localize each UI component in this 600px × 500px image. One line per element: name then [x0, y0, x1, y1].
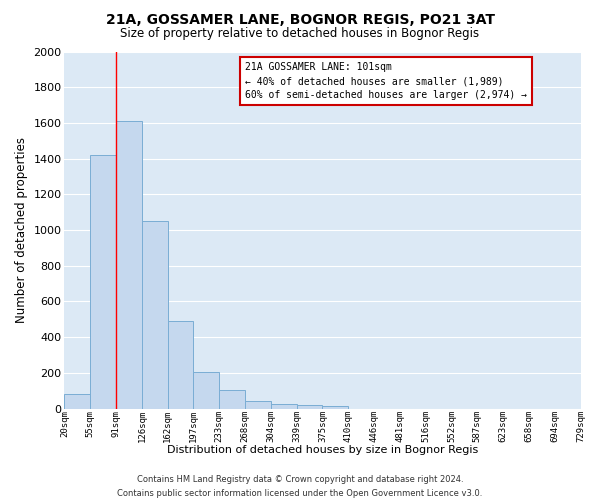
Bar — [90, 155, 116, 408]
Bar — [245, 402, 271, 408]
Bar — [142, 221, 167, 408]
Bar — [219, 390, 245, 408]
Y-axis label: Number of detached properties: Number of detached properties — [15, 137, 28, 323]
Bar — [322, 406, 348, 408]
Text: Contains HM Land Registry data © Crown copyright and database right 2024.
Contai: Contains HM Land Registry data © Crown c… — [118, 476, 482, 498]
X-axis label: Distribution of detached houses by size in Bognor Regis: Distribution of detached houses by size … — [167, 445, 478, 455]
Text: 21A GOSSAMER LANE: 101sqm
← 40% of detached houses are smaller (1,989)
60% of se: 21A GOSSAMER LANE: 101sqm ← 40% of detac… — [245, 62, 527, 100]
Text: Size of property relative to detached houses in Bognor Regis: Size of property relative to detached ho… — [121, 28, 479, 40]
Bar — [296, 405, 322, 408]
Bar — [271, 404, 296, 408]
Text: 21A, GOSSAMER LANE, BOGNOR REGIS, PO21 3AT: 21A, GOSSAMER LANE, BOGNOR REGIS, PO21 3… — [106, 12, 494, 26]
Bar — [193, 372, 219, 408]
Bar — [116, 121, 142, 408]
Bar — [64, 394, 90, 408]
Bar — [167, 321, 193, 408]
